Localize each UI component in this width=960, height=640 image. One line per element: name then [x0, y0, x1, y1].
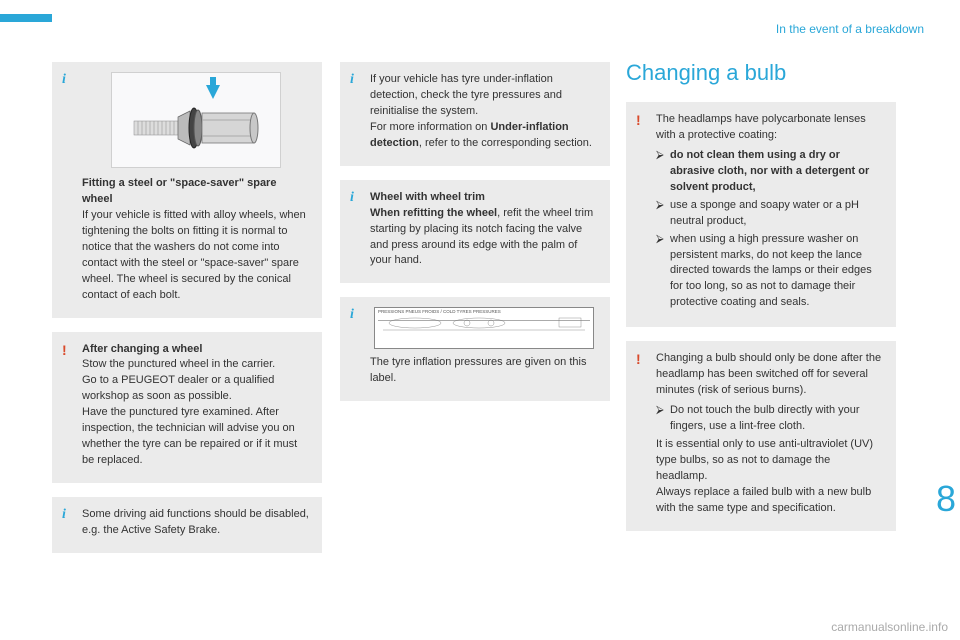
bullet-marker: ⮚ [656, 148, 670, 196]
under-inflation-p2: For more information on Under-inflation … [370, 120, 598, 152]
headlamp-b3: when using a high pressure washer on per… [670, 232, 884, 312]
wheel-trim-bold: When refitting the wheel [370, 207, 497, 219]
spare-wheel-heading: Fitting a steel or "space-saver" spare w… [82, 176, 310, 208]
headlamp-intro: The headlamps have polycarbonate lenses … [656, 112, 884, 144]
column-3: ! The headlamps have polycarbonate lense… [626, 102, 896, 545]
after-changing-l1: Stow the punctured wheel in the carrier. [82, 357, 310, 373]
header-section-label: In the event of a breakdown [776, 22, 924, 36]
under-inflation-p1: If your vehicle has tyre under-inflation… [370, 72, 598, 120]
top-accent-stripe [0, 14, 52, 22]
headlamp-b1: do not clean them using a dry or abrasiv… [670, 148, 884, 196]
box-driving-aid: i Some driving aid functions should be d… [52, 497, 322, 553]
box-headlamp-care: ! The headlamps have polycarbonate lense… [626, 102, 896, 327]
wheel-trim-heading: Wheel with wheel trim [370, 190, 598, 206]
bulb-p2: It is essential only to use anti-ultravi… [656, 437, 884, 485]
under-inflation-post: , refer to the corresponding section. [419, 137, 592, 149]
headlamp-b2: use a sponge and soapy water or a pH neu… [670, 198, 884, 230]
info-icon: i [62, 505, 66, 525]
column-1: i [52, 62, 322, 567]
chapter-number: 8 [936, 478, 956, 520]
spare-wheel-body: If your vehicle is fitted with alloy whe… [82, 208, 310, 304]
warning-icon: ! [636, 349, 641, 369]
tyre-label-body: The tyre inflation pressures are given o… [370, 355, 598, 387]
box-wheel-trim: i Wheel with wheel trim When refitting t… [340, 180, 610, 284]
warning-icon: ! [62, 340, 67, 360]
page-title: Changing a bulb [626, 60, 786, 86]
after-changing-l3: Have the punctured tyre examined. After … [82, 405, 310, 469]
warning-icon: ! [636, 110, 641, 130]
bullet-marker: ⮚ [656, 198, 670, 230]
box-after-changing: ! After changing a wheel Stow the punctu… [52, 332, 322, 484]
info-icon: i [62, 70, 66, 90]
bulb-b1: Do not touch the bulb directly with your… [670, 403, 884, 435]
bulb-p1: Changing a bulb should only be done afte… [656, 351, 884, 399]
watermark: carmanualsonline.info [831, 620, 948, 634]
box-tyre-label: i PRESSIONS PNEUS FROIDS / COLD TYRES PR… [340, 297, 610, 401]
info-icon: i [350, 188, 354, 208]
driving-aid-body: Some driving aid functions should be dis… [82, 507, 310, 539]
under-inflation-pre: For more information on [370, 121, 490, 133]
wheel-bolt-figure [111, 72, 281, 168]
after-changing-l2: Go to a PEUGEOT dealer or a qualified wo… [82, 373, 310, 405]
wheel-trim-body: When refitting the wheel, refit the whee… [370, 206, 598, 270]
info-icon: i [350, 70, 354, 90]
tyre-pressure-label-figure: PRESSIONS PNEUS FROIDS / COLD TYRES PRES… [374, 307, 594, 349]
after-changing-heading: After changing a wheel [82, 342, 310, 358]
bulb-p3: Always replace a failed bulb with a new … [656, 485, 884, 517]
tyre-pressure-label-title: PRESSIONS PNEUS FROIDS / COLD TYRES PRES… [378, 310, 590, 315]
box-bulb-change: ! Changing a bulb should only be done af… [626, 341, 896, 530]
info-icon: i [350, 305, 354, 325]
column-2: i If your vehicle has tyre under-inflati… [340, 62, 610, 415]
bullet-marker: ⮚ [656, 232, 670, 312]
box-spare-wheel: i [52, 62, 322, 318]
bullet-marker: ⮚ [656, 403, 670, 435]
box-under-inflation: i If your vehicle has tyre under-inflati… [340, 62, 610, 166]
